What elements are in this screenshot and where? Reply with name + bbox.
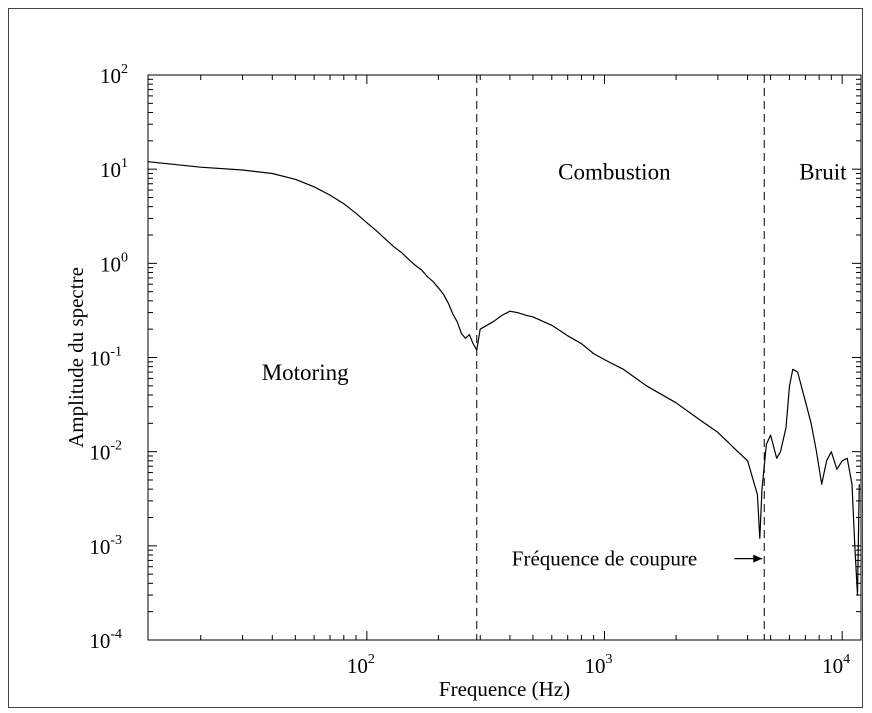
y-tick-label: 10-1 — [89, 345, 122, 371]
x-tick-label: 102 — [347, 652, 375, 678]
spectrum-series-line — [147, 161, 860, 596]
region-label: Bruit — [799, 159, 847, 184]
region-label: Combustion — [558, 159, 671, 184]
y-tick-label: 100 — [100, 250, 128, 276]
region-label: Motoring — [262, 360, 349, 385]
y-tick-label: 102 — [100, 62, 128, 88]
x-tick-label: 104 — [822, 652, 850, 678]
x-axis-label: Frequence (Hz) — [439, 677, 570, 701]
y-axis-label: Amplitude du spectre — [64, 267, 88, 448]
figure-frame — [8, 8, 863, 708]
y-tick-label: 10-4 — [89, 627, 122, 653]
y-tick-label: 10-2 — [89, 439, 122, 465]
annotation-arrowhead — [753, 554, 763, 563]
y-tick-label: 10-3 — [89, 533, 122, 559]
cutoff-annotation: Fréquence de coupure — [512, 547, 697, 571]
y-tick-label: 101 — [100, 156, 128, 182]
x-tick-label: 103 — [585, 652, 613, 678]
